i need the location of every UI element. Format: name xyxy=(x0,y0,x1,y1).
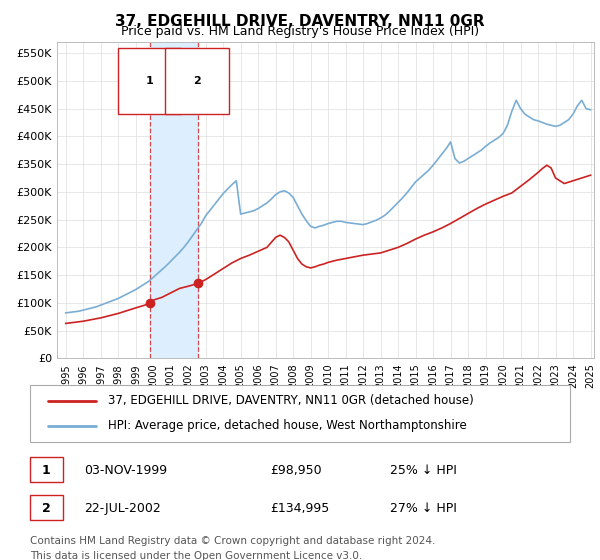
Text: 37, EDGEHILL DRIVE, DAVENTRY, NN11 0GR: 37, EDGEHILL DRIVE, DAVENTRY, NN11 0GR xyxy=(115,14,485,29)
Text: 27% ↓ HPI: 27% ↓ HPI xyxy=(390,502,457,515)
Text: £98,950: £98,950 xyxy=(270,464,322,477)
Text: £134,995: £134,995 xyxy=(270,502,329,515)
Text: 2: 2 xyxy=(193,76,201,86)
Text: 1: 1 xyxy=(42,464,50,477)
FancyBboxPatch shape xyxy=(30,457,63,482)
Text: Contains HM Land Registry data © Crown copyright and database right 2024.: Contains HM Land Registry data © Crown c… xyxy=(30,536,436,546)
Text: 1: 1 xyxy=(146,76,154,86)
Text: 2: 2 xyxy=(42,502,50,515)
Text: 37, EDGEHILL DRIVE, DAVENTRY, NN11 0GR (detached house): 37, EDGEHILL DRIVE, DAVENTRY, NN11 0GR (… xyxy=(108,394,474,407)
FancyBboxPatch shape xyxy=(30,385,570,442)
Text: This data is licensed under the Open Government Licence v3.0.: This data is licensed under the Open Gov… xyxy=(30,551,362,560)
FancyBboxPatch shape xyxy=(30,495,63,520)
Text: HPI: Average price, detached house, West Northamptonshire: HPI: Average price, detached house, West… xyxy=(108,419,467,432)
Text: 22-JUL-2002: 22-JUL-2002 xyxy=(84,502,161,515)
Text: 03-NOV-1999: 03-NOV-1999 xyxy=(84,464,167,477)
Bar xyxy=(151,42,198,358)
Text: 25% ↓ HPI: 25% ↓ HPI xyxy=(390,464,457,477)
Text: Price paid vs. HM Land Registry's House Price Index (HPI): Price paid vs. HM Land Registry's House … xyxy=(121,25,479,38)
